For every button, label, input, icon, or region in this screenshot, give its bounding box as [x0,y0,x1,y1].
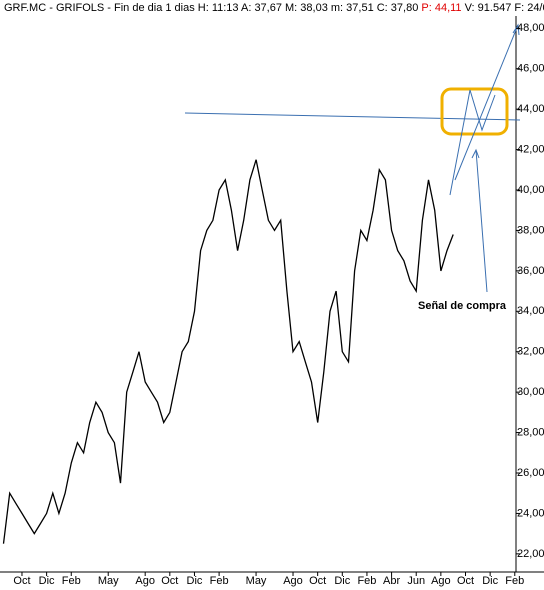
y-tick-label: 22,00 [517,548,544,560]
y-tick-label: 44,00 [517,103,544,115]
arrow [454,24,519,181]
x-tick-label: Feb [210,575,229,587]
y-tick-label: 46,00 [517,63,544,75]
arrow [475,149,488,293]
price-line [2,159,454,544]
x-tick-label: Ago [431,575,451,587]
arrow-head [471,148,480,159]
y-tick-label: 28,00 [517,426,544,438]
x-tick-label: Oct [161,575,178,587]
x-tick-label: Feb [357,575,376,587]
x-tick-label: Abr [383,575,400,587]
arrows [449,23,520,293]
arrow-head [512,23,520,36]
x-tick-label: Dic [39,575,55,587]
y-tick-label: 30,00 [517,386,544,398]
x-tick-label: Dic [334,575,350,587]
chart-title: GRF.MC - GRIFOLS - Fin de dia 1 dias H: … [4,2,544,14]
x-tick-label: Ago [135,575,155,587]
y-tick-label: 38,00 [517,224,544,236]
x-tick-label: May [98,575,119,587]
x-tick-label: Oct [309,575,326,587]
y-tick-label: 32,00 [517,346,544,358]
y-tick-label: 48,00 [517,22,544,34]
x-tick-label: Dic [187,575,203,587]
x-tick-label: Dic [482,575,498,587]
title-part: GRF.MC - GRIFOLS - Fin de dia 1 dias H: … [4,2,418,14]
x-tick-label: Feb [505,575,524,587]
annotation: Señal de compra [418,300,507,312]
x-tick-label: May [246,575,267,587]
title-part: P: 44,11 [421,2,461,14]
x-tick-label: Oct [13,575,30,587]
arrow-path [449,89,496,196]
y-tick-label: 40,00 [517,184,544,196]
x-tick-label: Jun [407,575,425,587]
title-part: V: 91.547 F: 24/09/2015 [465,2,544,14]
y-tick-label: 36,00 [517,265,544,277]
x-tick-label: Feb [62,575,81,587]
y-tick-label: 34,00 [517,305,544,317]
x-tick-label: Oct [457,575,474,587]
x-tick-label: Ago [283,575,303,587]
y-tick-label: 24,00 [517,507,544,519]
y-tick-label: 26,00 [517,467,544,479]
y-tick-label: 42,00 [517,143,544,155]
highlight-box [440,87,509,136]
